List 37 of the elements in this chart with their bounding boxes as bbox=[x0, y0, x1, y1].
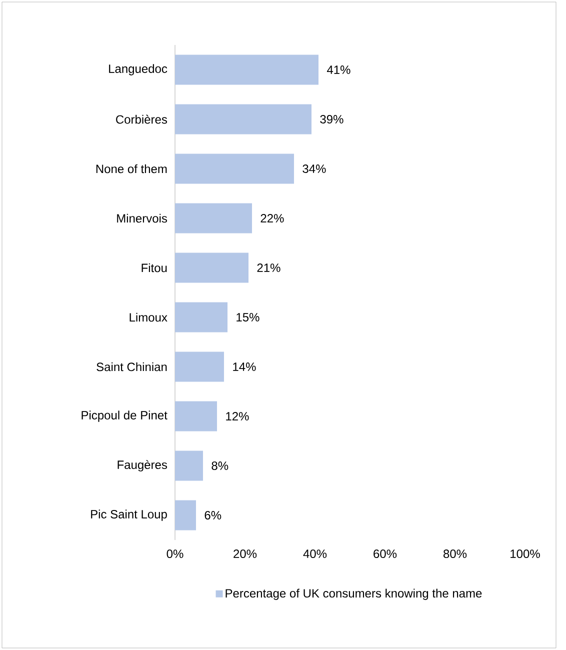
y-tick-label: Languedoc bbox=[109, 64, 168, 76]
y-tick-label: Picpoul de Pinet bbox=[82, 410, 168, 422]
y-tick-label: Minervois bbox=[117, 214, 168, 223]
data-label: 22% bbox=[260, 214, 284, 222]
y-tick-label: Fitou bbox=[142, 263, 167, 272]
y-tick-label: None of them bbox=[96, 164, 167, 174]
bar bbox=[175, 203, 252, 234]
data-label: 21% bbox=[257, 264, 280, 272]
x-tick-label: 100% bbox=[510, 550, 540, 558]
bar bbox=[175, 450, 203, 481]
bar bbox=[175, 54, 318, 85]
data-label: 8% bbox=[212, 462, 228, 470]
bar bbox=[175, 401, 217, 432]
y-tick-label: Pic Saint Loup bbox=[91, 510, 167, 521]
bar bbox=[175, 302, 228, 332]
x-tick-label: 40% bbox=[303, 550, 327, 558]
bar bbox=[175, 500, 196, 530]
x-tick-label: 0% bbox=[166, 550, 184, 558]
x-tick-label: 80% bbox=[444, 550, 467, 558]
data-label: 41% bbox=[326, 66, 350, 74]
y-tick-label: Faugères bbox=[118, 460, 168, 472]
data-label: 14% bbox=[233, 362, 256, 371]
data-label: 12% bbox=[226, 412, 249, 420]
y-tick-label: Saint Chinian bbox=[96, 362, 167, 372]
bar bbox=[175, 252, 248, 283]
data-label: 15% bbox=[236, 313, 260, 322]
bar bbox=[175, 104, 312, 134]
x-tick-label: 60% bbox=[374, 550, 397, 558]
data-label: 6% bbox=[204, 511, 222, 520]
bar bbox=[175, 352, 224, 382]
y-tick-label: Limoux bbox=[130, 312, 168, 322]
y-tick-label: Corbières bbox=[116, 114, 168, 124]
legend-label: Percentage of UK consumers knowing the name bbox=[226, 588, 482, 600]
bar bbox=[175, 154, 294, 184]
x-tick-label: 20% bbox=[234, 550, 257, 558]
data-label: 34% bbox=[302, 164, 326, 173]
data-label: 39% bbox=[320, 115, 344, 124]
